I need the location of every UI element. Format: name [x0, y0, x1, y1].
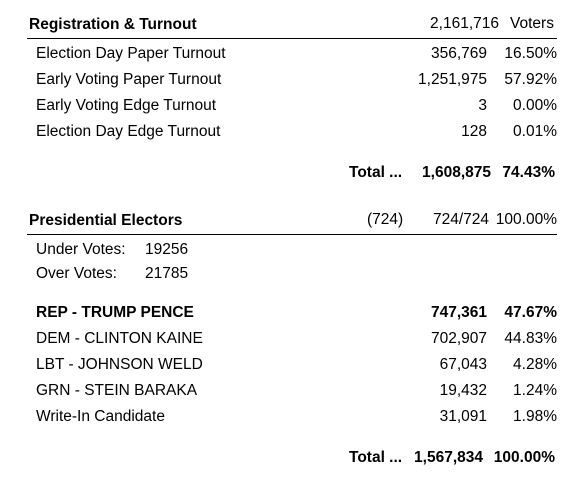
- candidate-pct: 1.24%: [513, 382, 557, 399]
- turnout-row-pct: 57.92%: [504, 71, 557, 88]
- candidate-pct: 4.28%: [513, 356, 557, 373]
- candidate-votes: 67,043: [439, 356, 487, 373]
- presidential-title: Presidential Electors: [29, 212, 183, 229]
- turnout-row-count: 3: [478, 97, 487, 114]
- turnout-row-label: Early Voting Paper Turnout: [36, 71, 222, 88]
- under-votes-value: 19256: [145, 241, 189, 258]
- candidate-pct: 47.67%: [504, 304, 557, 321]
- over-votes-label: Over Votes:: [36, 265, 117, 282]
- candidate-votes: 31,091: [439, 408, 487, 425]
- over-votes-value: 21785: [145, 265, 189, 282]
- precincts-reported: 724/724: [432, 211, 489, 228]
- candidate-pct: 1.98%: [513, 408, 557, 425]
- turnout-row-count: 128: [461, 123, 487, 140]
- turnout-row-pct: 0.01%: [513, 123, 557, 140]
- turnout-row-pct: 0.00%: [513, 97, 557, 114]
- turnout-row-label: Election Day Edge Turnout: [36, 123, 221, 140]
- presidential-total-label: Total ...: [349, 449, 403, 466]
- turnout-row-label: Election Day Paper Turnout: [36, 45, 226, 62]
- registration-divider: [27, 38, 557, 39]
- turnout-row-count: 356,769: [430, 45, 487, 62]
- turnout-row-pct: 16.50%: [504, 45, 557, 62]
- candidate-votes: 747,361: [430, 304, 487, 321]
- precincts-pct: 100.00%: [495, 211, 557, 228]
- candidate-name: GRN - STEIN BARAKA: [36, 382, 198, 399]
- turnout-row-count: 1,251,975: [418, 71, 487, 88]
- candidate-name: DEM - CLINTON KAINE: [36, 330, 203, 347]
- turnout-row-label: Early Voting Edge Turnout: [36, 97, 217, 114]
- precincts-paren: (724): [367, 211, 404, 228]
- candidate-pct: 44.83%: [504, 330, 557, 347]
- candidate-name: LBT - JOHNSON WELD: [36, 356, 203, 373]
- registration-total-count: 1,608,875: [422, 164, 491, 181]
- registration-total-pct: 74.43%: [502, 164, 555, 181]
- registered-voters-label: Voters: [510, 15, 554, 32]
- presidential-total-votes: 1,567,834: [414, 449, 483, 466]
- presidential-divider: [27, 234, 557, 235]
- registration-total-label: Total ...: [349, 164, 403, 181]
- candidate-name: Write-In Candidate: [36, 408, 165, 425]
- registered-voters-count: 2,161,716: [430, 15, 499, 32]
- under-votes-label: Under Votes:: [36, 241, 126, 258]
- registration-title: Registration & Turnout: [29, 16, 197, 33]
- candidate-votes: 19,432: [439, 382, 487, 399]
- candidate-votes: 702,907: [430, 330, 487, 347]
- candidate-name: REP - TRUMP PENCE: [36, 304, 194, 321]
- presidential-total-pct: 100.00%: [493, 449, 555, 466]
